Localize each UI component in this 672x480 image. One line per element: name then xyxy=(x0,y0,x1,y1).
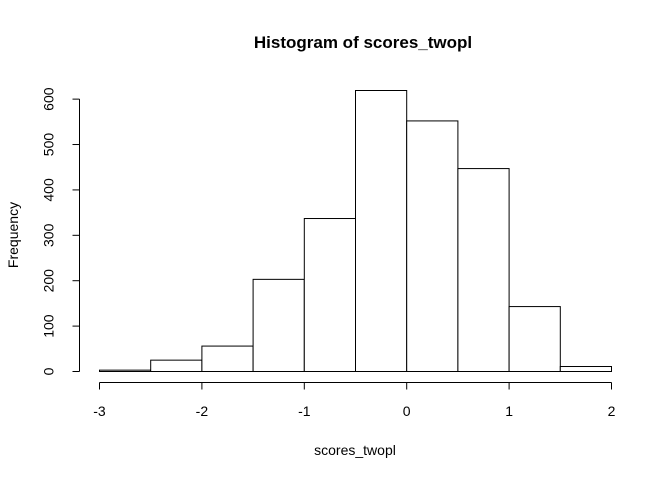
histogram-bar xyxy=(355,90,408,372)
histogram-bar xyxy=(252,278,305,373)
y-axis-label: Frequency xyxy=(5,202,21,268)
histogram-bar xyxy=(150,359,203,372)
chart-title: Histogram of scores_twopl xyxy=(254,33,472,52)
x-tick-label: -1 xyxy=(298,403,311,419)
y-tick-label: 300 xyxy=(41,223,57,247)
histogram-bar xyxy=(201,345,254,372)
x-tick-label: -3 xyxy=(93,403,106,419)
histogram-bar xyxy=(99,369,152,373)
x-tick-label: -2 xyxy=(196,403,209,419)
x-axis: -3 -2 -1 0 1 2 xyxy=(93,382,616,419)
histogram-bar xyxy=(303,218,356,372)
y-tick-label: 200 xyxy=(41,269,57,293)
x-axis-label: scores_twopl xyxy=(314,442,396,458)
y-tick-label: 0 xyxy=(41,367,57,375)
y-axis: 0 100 200 300 400 500 600 xyxy=(41,87,80,375)
bars-group xyxy=(99,90,612,373)
y-tick-label: 100 xyxy=(41,314,57,338)
x-tick-label: 0 xyxy=(403,403,411,419)
y-tick-label: 500 xyxy=(41,133,57,157)
x-tick-label: 1 xyxy=(505,403,513,419)
histogram-bar xyxy=(457,168,510,372)
y-tick-label: 400 xyxy=(41,178,57,202)
x-tick-label: 2 xyxy=(608,403,616,419)
histogram-bar xyxy=(406,120,459,372)
histogram-bar xyxy=(559,366,612,373)
histogram-bar xyxy=(508,306,561,372)
y-tick-label: 600 xyxy=(41,87,57,111)
